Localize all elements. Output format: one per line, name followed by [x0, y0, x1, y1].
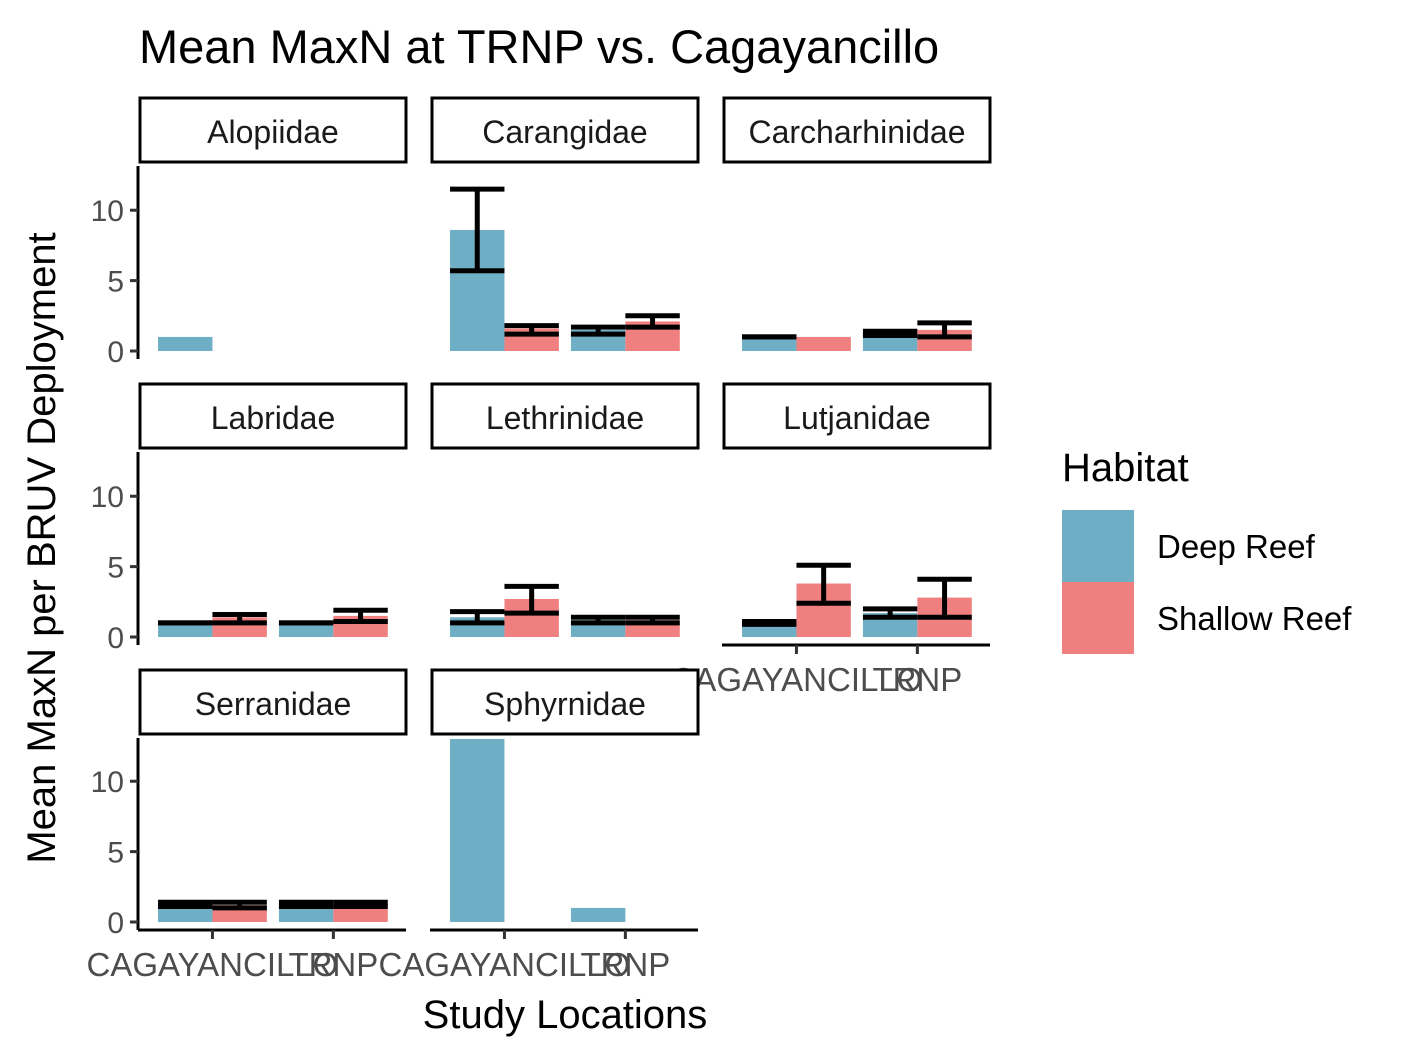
facet-strip — [430, 96, 700, 164]
bar — [570, 907, 626, 922]
x-tick-label: TRNP — [580, 946, 670, 983]
facet-strip-label: Serranidae — [195, 686, 352, 722]
y-tick-label: 10 — [91, 481, 124, 514]
facet-strip-label: Lutjanidae — [783, 400, 931, 436]
chart-title: Mean MaxN at TRNP vs. Cagayancillo — [139, 20, 939, 73]
facet-strip-label: Labridae — [211, 400, 336, 436]
x-tick-label: TRNP — [872, 661, 962, 698]
bar — [742, 336, 797, 351]
x-axis-label: Study Locations — [423, 993, 708, 1037]
facet-panels: Alopiidae 0 5 10 Carangidae Carcharhinidae Lab… — [87, 96, 992, 983]
facet-strip — [722, 382, 992, 450]
facet-strip — [430, 382, 700, 450]
y-tick-label: 5 — [107, 266, 124, 299]
legend-label-shallow-reef: Shallow Reef — [1157, 600, 1352, 637]
x-tick-label: CAGAYANCILLO — [87, 946, 339, 983]
y-tick-label: 0 — [107, 336, 124, 369]
facet-strip-label: Carangidae — [482, 114, 647, 150]
bar — [278, 622, 334, 637]
y-tick-label: 5 — [107, 837, 124, 870]
x-tick-label: TRNP — [288, 946, 378, 983]
legend-label-deep-reef: Deep Reef — [1157, 528, 1316, 565]
bar — [450, 739, 505, 922]
facet-strip — [138, 96, 408, 164]
facet-panel-lethrinidae: Lethrinidae — [430, 382, 700, 637]
bar — [796, 336, 851, 351]
facet-strip — [138, 668, 408, 736]
y-tick-label: 10 — [91, 195, 124, 228]
facet-panel-labridae: Labridae 0 5 10 — [91, 382, 408, 655]
y-tick-label: 0 — [107, 907, 124, 940]
facet-strip — [722, 96, 992, 164]
facet-strip-label: Lethrinidae — [486, 400, 644, 436]
y-tick-label: 0 — [107, 622, 124, 655]
legend: Habitat Deep Reef Shallow Reef — [1062, 446, 1352, 654]
legend-title: Habitat — [1062, 446, 1189, 490]
facet-strip-label: Alopiidae — [207, 114, 339, 150]
facet-strip — [430, 668, 700, 736]
x-tick-label: CAGAYANCILLO — [671, 661, 923, 698]
facet-strip-label: Sphyrnidae — [484, 686, 646, 722]
y-tick-label: 5 — [107, 552, 124, 585]
x-tick-label: CAGAYANCILLO — [379, 946, 631, 983]
y-tick-label: 10 — [91, 766, 124, 799]
legend-swatch-shallow-reef — [1062, 582, 1134, 654]
facet-strip-label: Carcharhinidae — [748, 114, 965, 150]
facet-panel-alopiidae: Alopiidae 0 5 10 — [91, 96, 408, 369]
bar — [158, 622, 213, 637]
facet-panel-carcharhinidae: Carcharhinidae — [722, 96, 992, 351]
bar — [158, 336, 213, 351]
facet-panel-carangidae: Carangidae — [430, 96, 700, 351]
legend-swatch-deep-reef — [1062, 510, 1134, 582]
y-axis-label: Mean MaxN per BRUV Deployment — [20, 232, 64, 863]
facet-strip — [138, 382, 408, 450]
